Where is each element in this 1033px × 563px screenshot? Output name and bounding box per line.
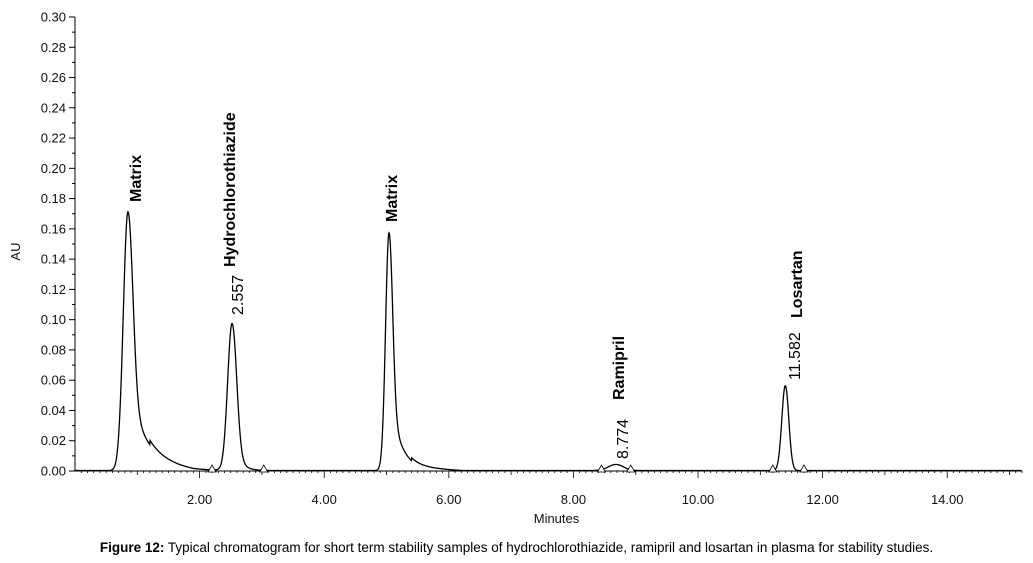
y-tick-label: 0.00 [41, 464, 66, 479]
baseline-marker-icon [259, 464, 269, 473]
peak-name-label: Matrix [384, 175, 401, 222]
y-tick-label: 0.20 [41, 161, 66, 176]
chromatogram-trace-group [75, 210, 1022, 472]
peak-retention-time-label: 11.582 [787, 332, 804, 380]
y-tick-label: 0.04 [41, 403, 66, 418]
y-tick-label: 0.28 [41, 40, 66, 55]
y-axis-title: AU [8, 243, 23, 261]
y-tick-label: 0.16 [41, 221, 66, 236]
y-tick-label: 0.12 [41, 282, 66, 297]
peak-name-label: Ramipril [611, 336, 628, 400]
figure-caption: Figure 12: Typical chromatogram for shor… [0, 540, 1033, 555]
axes: 0.00 0.02 0.04 0.06 0.08 0.10 0.12 0.14 0.16 0.18… [41, 10, 1023, 507]
y-tick-label: 0.22 [41, 131, 66, 146]
caption-text: Typical chromatogram for short term stab… [164, 540, 934, 555]
peak-retention-time-label: 2.557 [230, 275, 247, 315]
peak-labels: Matrix Hydrochlorothiazide 2.557 Matrix Rami… [128, 112, 806, 459]
peak-name-label: Matrix [128, 155, 145, 202]
y-tick-label: 0.18 [41, 191, 66, 206]
x-tick-label: 6.00 [436, 492, 461, 507]
caption-label: Figure 12: [99, 540, 165, 555]
y-tick-label: 0.02 [41, 433, 66, 448]
baseline-marker-icon [626, 464, 636, 473]
x-tick-label: 12.00 [806, 492, 839, 507]
x-tick-label: 10.00 [682, 492, 715, 507]
peak-name-label: Hydrochlorothiazide [222, 112, 239, 267]
y-tick-label: 0.10 [41, 312, 66, 327]
baseline-marker-icon [207, 464, 217, 473]
baseline-marker-icon [596, 464, 607, 473]
peak-retention-time-label: 8.774 [615, 419, 632, 459]
y-tick-label: 0.08 [41, 342, 66, 357]
baseline-marker-icon [799, 464, 809, 473]
y-tick-label: 0.14 [41, 252, 66, 267]
chromatogram-trace [75, 210, 1022, 472]
baseline-markers [207, 464, 809, 473]
baseline-marker-icon [768, 464, 778, 473]
x-tick-label: 14.00 [931, 492, 964, 507]
x-tick-label: 4.00 [312, 492, 337, 507]
peak-name-label: Losartan [789, 250, 806, 318]
x-axis-title: Minutes [534, 511, 580, 526]
x-tick-label: 2.00 [187, 492, 212, 507]
y-tick-label: 0.30 [41, 10, 66, 25]
y-tick-label: 0.26 [41, 70, 66, 85]
y-tick-label: 0.06 [41, 373, 66, 388]
x-tick-label: 8.00 [561, 492, 586, 507]
y-tick-label: 0.24 [41, 100, 66, 115]
